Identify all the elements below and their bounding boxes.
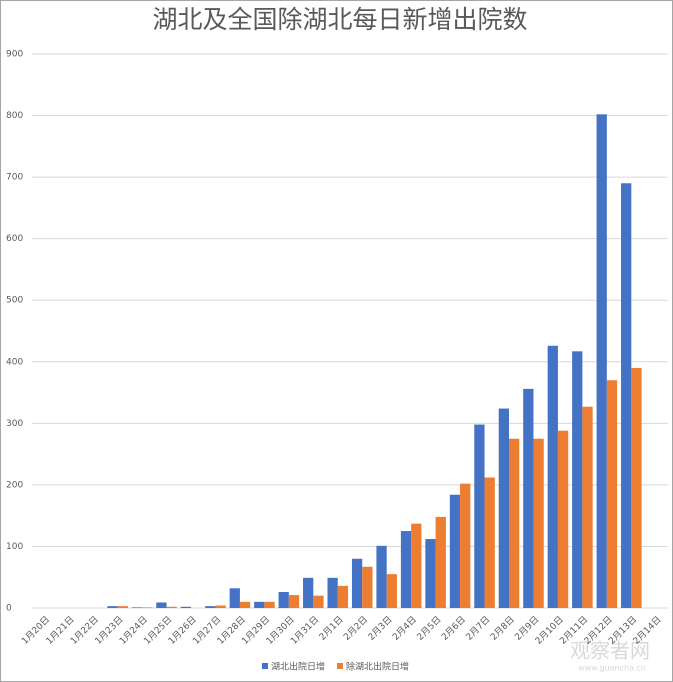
bar: [131, 607, 143, 608]
bar: [288, 595, 300, 608]
bar: [582, 406, 593, 608]
bar: [509, 438, 520, 608]
bar: [411, 523, 422, 608]
bar: [606, 380, 618, 608]
bar: [215, 605, 226, 608]
bar: [303, 577, 314, 608]
bar: [557, 430, 569, 608]
bar: [425, 539, 436, 608]
y-tick-label: 700: [6, 173, 23, 183]
bar: [523, 388, 534, 608]
legend-swatch: [337, 663, 344, 669]
bar: [386, 574, 397, 608]
bar: [351, 558, 363, 608]
bar: [180, 606, 191, 608]
bar: [142, 607, 153, 608]
legend-label: 除湖北出院日增: [346, 661, 409, 673]
bar: [547, 345, 558, 608]
y-tick-label: 800: [6, 111, 23, 121]
bar: [400, 531, 412, 608]
bar: [156, 602, 167, 608]
bar: [278, 591, 289, 608]
bar: [435, 516, 446, 608]
bar: [449, 494, 461, 608]
bar: [264, 601, 275, 608]
bar: [631, 367, 642, 608]
y-tick-label: 0: [6, 604, 12, 614]
bar: [254, 601, 265, 608]
bar: [313, 595, 324, 608]
bar: [621, 183, 632, 608]
bar: [117, 606, 128, 608]
bar: [376, 545, 387, 608]
bar: [327, 577, 338, 608]
y-tick-label: 200: [6, 480, 23, 490]
bar: [460, 483, 471, 608]
y-tick-label: 100: [6, 542, 23, 552]
watermark: 观察者网: [570, 639, 650, 663]
bar: [239, 601, 251, 608]
bar: [362, 566, 373, 608]
watermark-url: www.guancha.cn: [578, 664, 646, 673]
y-tick-label: 300: [6, 419, 23, 429]
bar: [166, 606, 177, 608]
bar: [596, 114, 607, 608]
bar: [533, 438, 544, 608]
bar: [498, 408, 509, 608]
y-tick-label: 400: [6, 357, 23, 367]
bar: [107, 606, 118, 608]
legend-label: 湖北出院日增: [271, 661, 325, 673]
bar: [484, 477, 495, 608]
bar: [337, 585, 349, 608]
bar: [205, 606, 216, 608]
y-tick-label: 900: [6, 50, 23, 60]
bar: [474, 424, 485, 608]
y-tick-label: 500: [6, 296, 23, 306]
chart-title: 湖北及全国除湖北每日新增出院数: [152, 5, 527, 34]
legend-swatch: [262, 663, 268, 669]
bar: [572, 351, 583, 608]
y-tick-label: 600: [6, 234, 23, 244]
bar: [229, 588, 240, 608]
